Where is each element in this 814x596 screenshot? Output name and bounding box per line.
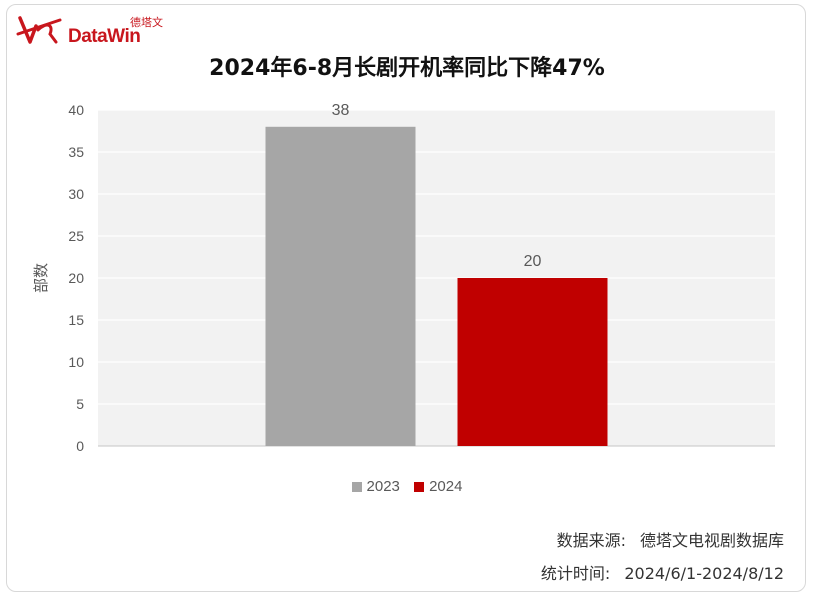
y-axis-ticks: 0 5 10 15 20 25 30 35 40 (68, 102, 84, 454)
footer-period: 统计时间: 2024/6/1-2024/8/12 (541, 560, 784, 584)
legend-item-2023: 2023 (351, 478, 400, 495)
y-tick-label-35: 35 (68, 144, 84, 160)
y-tick-label-10: 10 (68, 354, 84, 370)
bars (265, 126, 608, 447)
y-tick-label-40: 40 (68, 102, 84, 118)
y-tick-label-25: 25 (68, 228, 84, 244)
legend-swatch-2024 (414, 481, 425, 492)
y-tick-label-20: 20 (68, 270, 84, 286)
data-label-2023: 38 (332, 102, 350, 119)
legend-label-2023: 2023 (366, 478, 400, 495)
brand-name-en: DataWin (68, 26, 141, 47)
footer-source: 数据来源: 德塔文电视剧数据库 (557, 527, 784, 551)
y-tick-label-30: 30 (68, 186, 84, 202)
source-value: 德塔文电视剧数据库 (639, 531, 784, 550)
chart-title: 2024年6-8月长剧开机率同比下降47% (209, 56, 605, 81)
y-tick-label-0: 0 (76, 438, 84, 454)
legend: 2023 2024 (0, 478, 814, 496)
y-tick-label-5: 5 (76, 396, 84, 412)
data-label-2024: 20 (524, 253, 542, 270)
bar-2024 (457, 278, 608, 446)
period-value: 2024/6/1-2024/8/12 (624, 564, 784, 583)
legend-item-2024: 2024 (414, 478, 462, 495)
legend-label-2024: 2024 (429, 478, 463, 495)
y-tick-label-15: 15 (68, 312, 84, 328)
brand-logo: 德塔文 DataWin (16, 12, 166, 48)
period-label: 统计时间: (540, 564, 611, 583)
legend-swatch-2023 (351, 481, 362, 492)
bar-2023 (265, 126, 416, 447)
brand-name-cn: 德塔文 (130, 16, 163, 29)
data-labels: 38 20 (332, 102, 542, 270)
gridlines (98, 109, 775, 447)
source-label: 数据来源: (556, 531, 626, 550)
datawin-logo-icon (16, 16, 62, 44)
y-axis-label: 部数 (32, 263, 50, 293)
